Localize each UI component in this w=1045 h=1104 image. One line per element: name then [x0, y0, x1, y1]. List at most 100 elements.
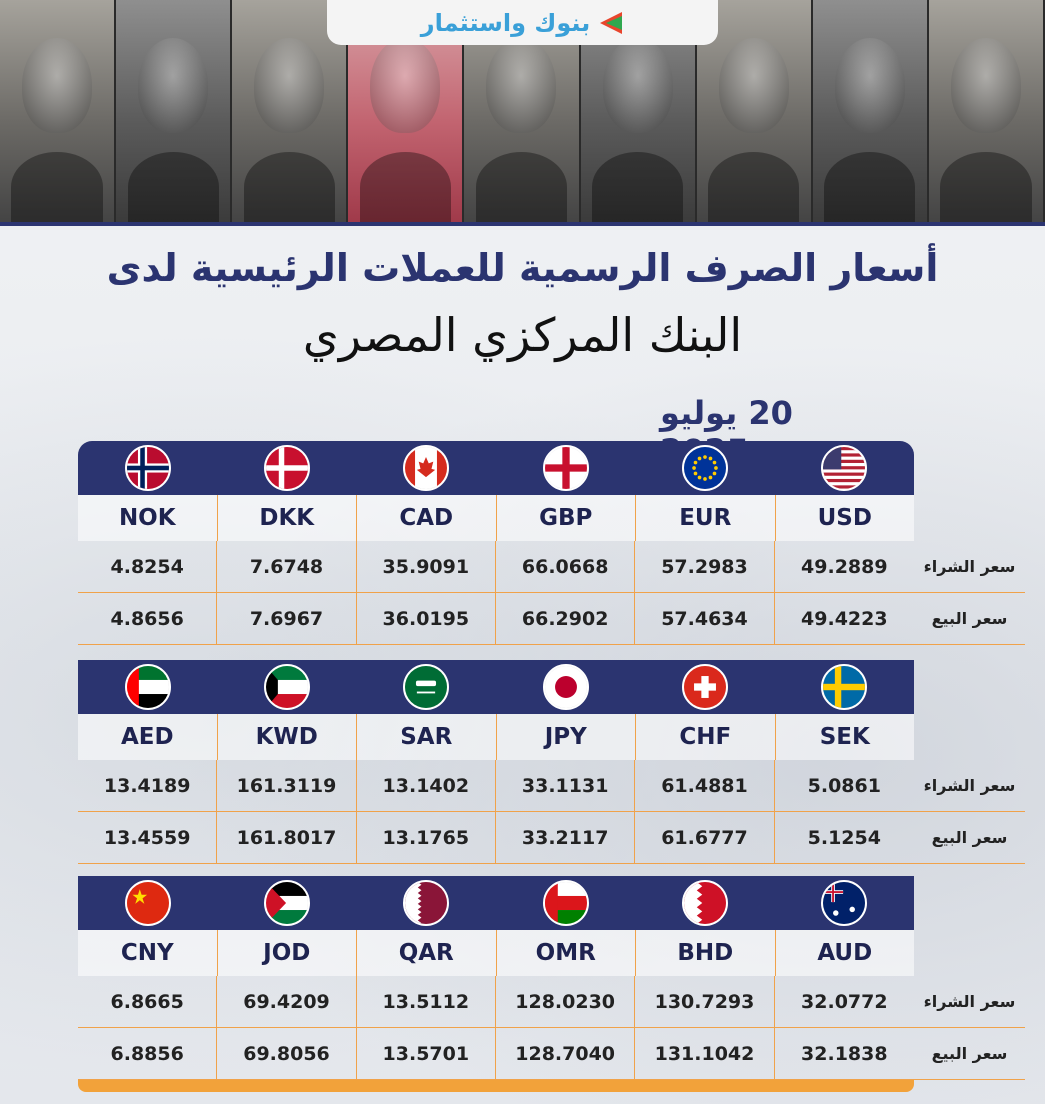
- buy-rate-value: 13.1402: [357, 760, 496, 811]
- bahrain-flag-icon: [681, 880, 728, 926]
- buy-rate-value: 13.4189: [78, 760, 218, 811]
- banknote-portrait: [928, 0, 1045, 222]
- flag-cell: [78, 441, 217, 495]
- flag-bar: [78, 660, 914, 714]
- buy-rate-label: سعر الشراء: [923, 557, 1016, 576]
- flag-cell: [635, 876, 774, 930]
- norway-flag-icon: [124, 445, 171, 491]
- switzerland-flag-icon: [681, 664, 728, 710]
- currency-code: BHD: [636, 930, 776, 976]
- buy-rate-value: 130.7293: [635, 976, 775, 1027]
- logo: بنوك واستثمار: [327, 0, 718, 45]
- sell-rate-value: 36.0195: [357, 593, 496, 644]
- currency-code: DKK: [218, 495, 357, 541]
- currency-code-row: AED KWD SAR JPY CHF SEK: [78, 714, 914, 760]
- sell-rate-value: 5.1254: [807, 826, 881, 849]
- currency-code: AUD: [817, 940, 873, 966]
- currency-code: CAD: [357, 495, 497, 541]
- denmark-flag-icon: [263, 445, 310, 491]
- buy-rate-value: 57.2983: [635, 541, 775, 592]
- currency-code: SEK: [819, 724, 870, 750]
- flag-cell: [357, 876, 496, 930]
- sell-rate-value: 69.8056: [217, 1028, 357, 1079]
- flag-cell: [357, 441, 496, 495]
- flag-cell: [775, 876, 914, 930]
- sell-rate-label: سعر البيع: [931, 609, 1008, 628]
- sell-rate-value: 13.1765: [357, 812, 496, 863]
- flag-cell: [217, 876, 356, 930]
- china-flag-icon: [124, 880, 171, 926]
- canada-flag-icon: [403, 445, 450, 491]
- eu-flag-icon: [681, 445, 728, 491]
- currency-code: JPY: [497, 714, 636, 760]
- buy-rate-value: 6.8665: [78, 976, 218, 1027]
- flag-bar: [78, 441, 914, 495]
- currency-code: KWD: [218, 714, 357, 760]
- currency-code: CNY: [78, 930, 218, 976]
- flag-row: [78, 660, 914, 714]
- buy-rate-value: 7.6748: [217, 541, 357, 592]
- currency-code: QAR: [357, 930, 497, 976]
- sell-rate-value: 161.8017: [217, 812, 357, 863]
- flag-cell: [496, 876, 635, 930]
- currency-code: AED: [78, 714, 218, 760]
- flag-cell: [775, 660, 914, 714]
- buy-rate-value: 35.9091: [357, 541, 496, 592]
- sell-rate-value: 32.1838: [801, 1042, 888, 1065]
- buy-rate-value: 32.0772: [801, 990, 888, 1013]
- buy-rate-label: سعر الشراء: [923, 776, 1016, 795]
- sell-rate-value: 128.7040: [496, 1028, 636, 1079]
- oman-flag-icon: [542, 880, 589, 926]
- sell-rate-label: سعر البيع: [931, 1044, 1008, 1063]
- buy-rate-row: 4.8254 7.6748 35.9091 66.0668 57.2983 49.2889…: [78, 541, 1025, 593]
- buy-rate-value: 161.3119: [217, 760, 357, 811]
- flag-cell: [78, 660, 217, 714]
- buy-rate-value: 13.5112: [357, 976, 496, 1027]
- currency-code: SAR: [357, 714, 497, 760]
- sell-rate-value: 61.6777: [635, 812, 775, 863]
- japan-flag-icon: [542, 664, 589, 710]
- kuwait-flag-icon: [263, 664, 310, 710]
- page-title: أسعار الصرف الرسمية للعملات الرئيسية لدى: [106, 246, 939, 290]
- sell-rate-label: سعر البيع: [931, 828, 1008, 847]
- sell-rate-value: 7.6967: [217, 593, 357, 644]
- buy-rate-row: 6.8665 69.4209 13.5112 128.0230 130.7293 32.0…: [78, 976, 1025, 1028]
- currency-code: EUR: [636, 495, 776, 541]
- flag-cell: [496, 441, 635, 495]
- flag-cell: [496, 660, 635, 714]
- currency-code-row: NOK DKK CAD GBP EUR USD: [78, 495, 914, 541]
- currency-code: GBP: [497, 495, 636, 541]
- currency-code: OMR: [497, 930, 636, 976]
- buy-rate-row: 13.4189 161.3119 13.1402 33.1131 61.4881 5.08…: [78, 760, 1025, 812]
- buy-rate-value: 69.4209: [217, 976, 357, 1027]
- flag-cell: [217, 441, 356, 495]
- flag-cell: [775, 441, 914, 495]
- sell-rate-value: 66.2902: [496, 593, 636, 644]
- central-bank-name: البنك المركزي المصري: [302, 308, 743, 362]
- sell-rate-value: 13.5701: [357, 1028, 496, 1079]
- uae-flag-icon: [124, 664, 171, 710]
- flag-cell: [635, 660, 774, 714]
- buy-rate-value: 61.4881: [635, 760, 775, 811]
- banknote-portrait: [116, 0, 233, 222]
- sell-rate-value: 6.8856: [78, 1028, 218, 1079]
- buy-rate-value: 66.0668: [496, 541, 636, 592]
- banknote-portrait: [0, 0, 117, 222]
- sell-rate-value: 4.8656: [78, 593, 218, 644]
- flag-row: [78, 441, 914, 495]
- australia-flag-icon: [821, 880, 868, 926]
- sell-rate-value: 57.4634: [635, 593, 775, 644]
- sweden-flag-icon: [821, 664, 868, 710]
- currency-code: USD: [817, 505, 872, 531]
- saudi-flag-icon: [403, 664, 450, 710]
- sell-rate-value: 13.4559: [78, 812, 218, 863]
- buy-rate-value: 49.2889: [801, 555, 888, 578]
- flag-cell: [217, 660, 356, 714]
- sell-rate-value: 131.1042: [635, 1028, 775, 1079]
- qatar-flag-icon: [403, 880, 450, 926]
- logo-arrow-icon: [600, 11, 623, 34]
- currency-code: NOK: [78, 495, 218, 541]
- buy-rate-value: 4.8254: [78, 541, 218, 592]
- currency-code-row: CNY JOD QAR OMR BHD AUD: [78, 930, 914, 976]
- bottom-accent-bar: [78, 1080, 914, 1092]
